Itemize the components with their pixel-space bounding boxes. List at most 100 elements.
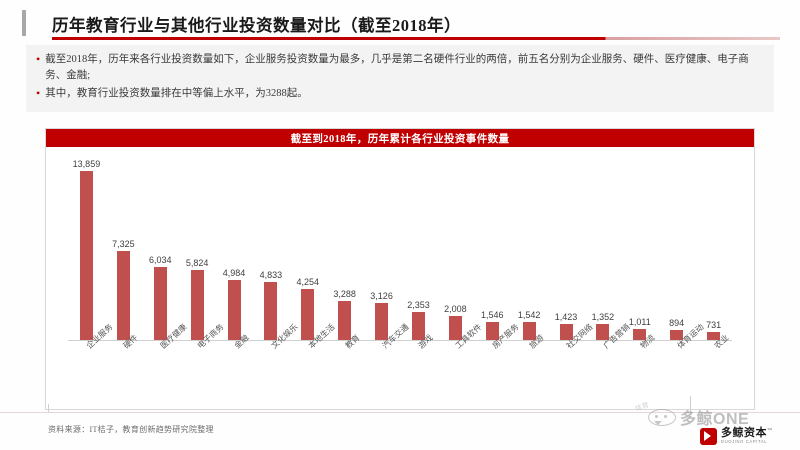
bar	[559, 323, 573, 341]
watermark-text: 多鲸ONE	[680, 411, 750, 428]
x-axis-tick: 企业服务	[68, 322, 115, 375]
bullet-dot-icon: •	[36, 52, 41, 66]
x-axis-tick: 文化娱乐	[252, 322, 300, 375]
bar	[301, 288, 315, 341]
x-axis-tick: 医疗健康	[142, 322, 189, 375]
x-axis-tick: 汽车交通	[363, 322, 410, 375]
bar-value-label: 7,325	[112, 239, 135, 250]
chart-plot-area: 13,859 7,325 6,034 5,824 4,984 4,833 4,254 3,28…	[68, 153, 732, 375]
bar-column: 3,126	[363, 155, 400, 341]
bar-value-label: 6,034	[148, 255, 172, 265]
title-underline	[52, 37, 780, 40]
bar-column: 1,542	[511, 155, 548, 341]
bar	[596, 324, 610, 341]
bar-value-label: 1,423	[554, 311, 578, 322]
x-axis-tick: 金融	[216, 333, 253, 375]
bullet-dot-icon: •	[36, 86, 41, 100]
x-axis-tick: 物流	[621, 333, 658, 375]
x-axis-tick: 房产服务	[474, 322, 521, 375]
bar-series: 13,859 7,325 6,034 5,824 4,984 4,833 4,254 3,28…	[68, 155, 732, 341]
bar-value-label: 4,833	[259, 269, 283, 280]
watermark: 体育 多鲸ONE	[634, 401, 750, 429]
bar-column: 4,254	[289, 155, 326, 341]
bar-column: 5,824	[179, 155, 216, 341]
bar	[522, 322, 536, 341]
bar-value-label: 731	[706, 320, 722, 331]
bar-value-label: 4,254	[296, 276, 320, 287]
x-axis-tick: 教育	[326, 333, 363, 375]
x-axis-tick: 社交网络	[548, 322, 595, 375]
bar	[448, 316, 462, 341]
bar-column: 13,859	[68, 155, 105, 341]
x-axis-tick: 农业	[695, 333, 732, 375]
bar-column: 731	[695, 155, 732, 341]
summary-bullet: • 其中，教育行业投资数量排在中等偏上水平，为3288起。	[36, 86, 764, 102]
brand-name-cn: 多鲸资本™	[721, 428, 773, 439]
summary-bullet: • 截至2018年，历年来各行业投资数量如下，企业服务投资数量为最多，几乎是第二…	[36, 52, 764, 83]
bar-column: 2,353	[400, 155, 437, 341]
x-axis-tick: 硬件	[105, 333, 142, 375]
bar-value-label: 13,859	[72, 159, 101, 169]
brand-name-en: DUOJING CAPITAL	[721, 439, 768, 445]
x-axis-tick: 游戏	[400, 333, 437, 375]
bar-value-label: 5,824	[185, 257, 209, 268]
summary-bullet-text: 截至2018年，历年来各行业投资数量如下，企业服务投资数量为最多，几乎是第二名硬…	[45, 54, 749, 81]
footer-tick-mark	[48, 404, 49, 413]
bar	[116, 251, 130, 341]
bar-value-label: 3,288	[333, 288, 356, 299]
bar-value-label: 3,126	[370, 290, 393, 301]
x-axis-tick: 电子商务	[179, 322, 226, 375]
bar-value-label: 1,011	[628, 316, 651, 327]
bar	[411, 312, 425, 341]
bubble-eye-icon	[664, 414, 667, 418]
bar	[190, 269, 204, 341]
x-axis-tick: 本地生活	[289, 322, 336, 375]
bar	[79, 171, 93, 341]
bar	[153, 267, 167, 341]
bar-column: 1,546	[474, 155, 511, 341]
bar-column: 7,325	[105, 155, 142, 341]
bar	[227, 279, 241, 341]
bar-column: 1,011	[621, 155, 658, 341]
bar-column: 1,423	[548, 155, 585, 341]
bar-value-label: 2,353	[407, 300, 430, 311]
bar-column: 3,288	[326, 155, 363, 341]
chart-title: 截至到2018年，历年累计各行业投资事件数量	[46, 129, 754, 147]
slide-header: 历年教育行业与其他行业投资数量对比（截至2018年）	[0, 6, 800, 46]
bar	[670, 330, 684, 341]
bar-column: 1,352	[584, 155, 621, 341]
page-title: 历年教育行业与其他行业投资数量对比（截至2018年）	[52, 16, 461, 35]
bar	[264, 281, 278, 341]
bar	[707, 332, 721, 341]
bar-column: 4,984	[216, 155, 253, 341]
chart-card: 截至到2018年，历年累计各行业投资事件数量 13,859 7,325 6,034 5…	[45, 128, 755, 410]
x-axis-tick: 广告营销	[584, 322, 632, 375]
bar-column: 4,833	[252, 155, 289, 341]
summary-bullet-text: 其中，教育行业投资数量排在中等偏上水平，为3288起。	[45, 88, 308, 99]
bar-column: 894	[658, 155, 695, 341]
x-axis-labels: 企业服务 硬件 医疗健康 电子商务 金融 文化娱乐 本地生活 教育 汽车交通 游戏 工具软件 房产服务…	[68, 322, 732, 375]
bar-value-label: 4,984	[222, 267, 246, 278]
x-axis-line	[68, 340, 732, 341]
brand-name-cn-text: 多鲸资本	[721, 427, 767, 440]
chat-bubble-icon: 体育	[634, 401, 676, 426]
bar-value-label: 1,546	[480, 310, 504, 321]
bar-value-label: 2,008	[444, 304, 467, 315]
x-axis-tick: 旅游	[511, 333, 548, 375]
bubble-eye-icon	[655, 414, 658, 418]
bar-column: 6,034	[142, 155, 179, 341]
source-note: 资料来源：IT桔子，教育创新趋势研究院整理	[48, 425, 214, 434]
footer-divider	[0, 412, 800, 413]
footer-tick-mark	[690, 396, 691, 413]
brand-logo-text: 多鲸资本™ DUOJING CAPITAL	[721, 428, 773, 444]
bar-column: 2,008	[437, 155, 474, 341]
brand-logo: 多鲸资本™ DUOJING CAPITAL	[700, 428, 773, 445]
bar-value-label: 1,352	[591, 312, 615, 323]
bar	[633, 328, 647, 341]
bar-value-label: 894	[669, 318, 685, 329]
whale-logo-icon	[700, 428, 717, 445]
bar	[375, 302, 389, 341]
bar	[338, 300, 352, 341]
trademark-symbol: ™	[767, 428, 773, 434]
